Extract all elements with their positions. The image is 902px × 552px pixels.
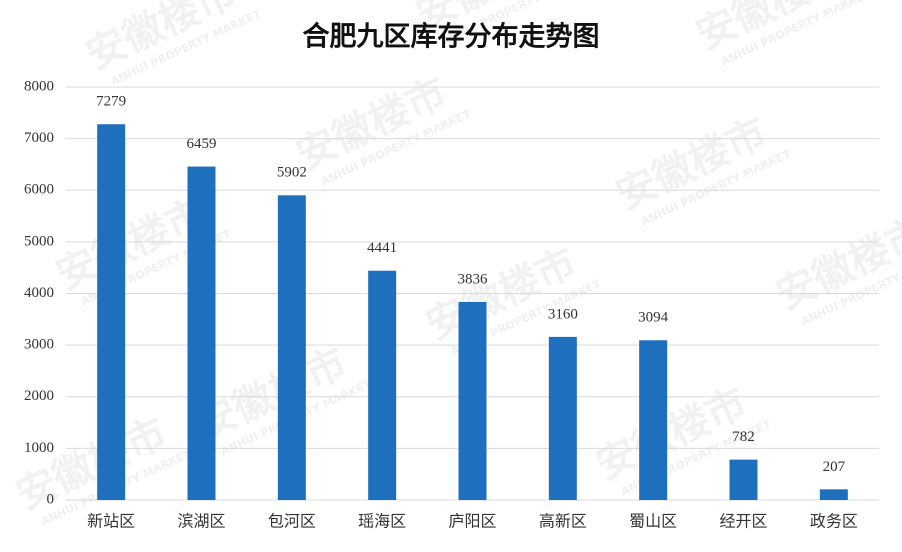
y-tick-label: 4000 — [24, 285, 54, 301]
y-tick-label: 2000 — [24, 388, 54, 404]
x-tick-label: 高新区 — [539, 512, 587, 531]
data-label: 5902 — [277, 165, 307, 181]
bar — [187, 166, 216, 500]
x-tick-label: 政务区 — [810, 512, 858, 531]
y-tick-label: 5000 — [24, 233, 54, 249]
bar — [277, 195, 306, 500]
data-label: 3094 — [638, 310, 669, 326]
data-label: 4441 — [367, 240, 397, 256]
watermark: 安徽楼市 — [79, 0, 243, 79]
y-tick-label: 6000 — [24, 182, 54, 198]
y-tick-label: 3000 — [24, 337, 54, 353]
bar — [97, 124, 126, 501]
chart-title: 合肥九区库存分布走势图 — [303, 21, 600, 53]
y-tick-label: 7000 — [24, 130, 54, 146]
y-tick-label: 8000 — [24, 78, 54, 94]
bar — [548, 336, 577, 500]
data-label: 207 — [823, 459, 846, 475]
bar — [729, 459, 758, 500]
bar — [458, 301, 487, 500]
bar — [639, 340, 668, 500]
x-tick-label: 新站区 — [87, 512, 135, 531]
x-tick-label: 包河区 — [268, 512, 316, 531]
x-tick-label: 瑶海区 — [358, 512, 406, 531]
x-tick-label: 滨湖区 — [177, 512, 225, 531]
data-label: 3160 — [548, 306, 578, 322]
data-label: 6459 — [187, 136, 217, 152]
y-tick-label: 0 — [47, 491, 55, 507]
data-label: 782 — [732, 429, 755, 445]
x-tick-label: 蜀山区 — [629, 512, 677, 531]
y-tick-label: 1000 — [24, 440, 54, 456]
data-label: 3836 — [458, 271, 489, 287]
x-tick-label: 经开区 — [719, 512, 767, 531]
bar — [819, 489, 848, 500]
bar — [368, 270, 397, 500]
data-label: 7279 — [96, 94, 126, 110]
x-tick-label: 庐阳区 — [448, 512, 496, 531]
